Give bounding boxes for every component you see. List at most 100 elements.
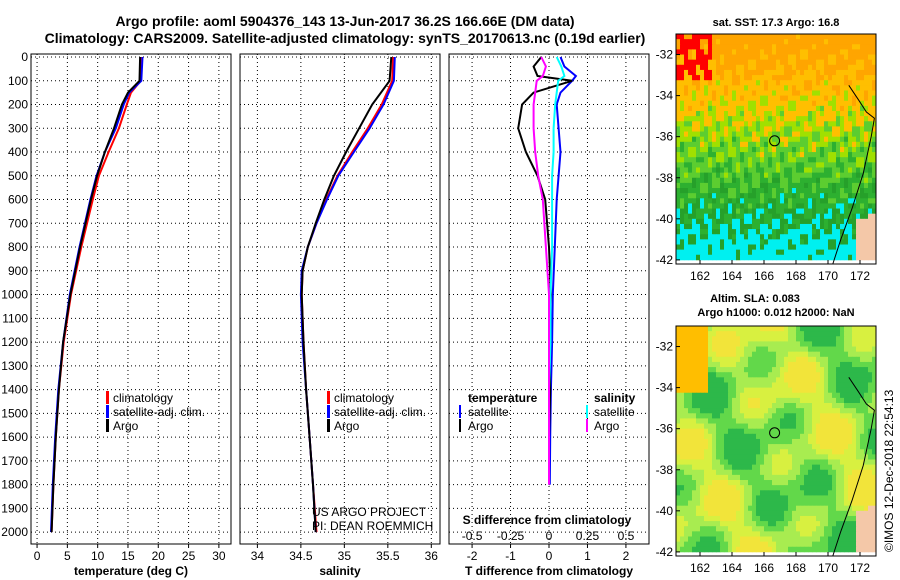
map-cell: [680, 111, 685, 117]
map-cell: [756, 218, 761, 225]
map-cell: [872, 356, 877, 363]
map-cell: [764, 505, 769, 512]
map-cell: [856, 361, 861, 368]
map-cell: [696, 136, 701, 143]
map-cell: [752, 126, 757, 132]
map-cell: [788, 75, 793, 81]
map-cell: [784, 162, 789, 168]
map-cell: [772, 90, 777, 96]
map-cell: [868, 188, 873, 194]
map-cell: [780, 152, 785, 158]
map-cell: [752, 34, 757, 40]
map-cell: [784, 413, 789, 419]
map-cell: [856, 44, 861, 50]
map-cell: [784, 234, 789, 240]
map-cell: [832, 469, 837, 476]
map-cell: [696, 526, 701, 532]
map-cell: [736, 172, 741, 179]
map-cell: [704, 172, 709, 179]
map-cell: [844, 356, 849, 363]
map-cell: [732, 418, 737, 424]
map-cell: [728, 326, 733, 332]
map-cell: [856, 116, 861, 122]
map-y-tick-label: -42: [656, 253, 674, 267]
map-cell: [756, 469, 761, 476]
map-cell: [736, 146, 741, 153]
map-cell: [800, 459, 805, 466]
map-cell: [780, 105, 785, 112]
map-cell: [760, 464, 765, 471]
map-cell: [728, 336, 733, 342]
map-cell: [860, 495, 865, 501]
map-cell: [780, 249, 785, 256]
map-cell: [828, 469, 833, 476]
temperature-panel: 0100200300400500600700800900100011001200…: [1, 50, 232, 578]
map-cell: [684, 449, 689, 455]
map-cell: [804, 546, 809, 553]
map-cell: [868, 152, 873, 158]
map-cell: [756, 213, 761, 220]
map-cell: [804, 454, 809, 460]
map-cell: [696, 100, 701, 107]
map-cell: [700, 54, 705, 61]
map-cell: [680, 464, 685, 471]
map-cell: [836, 44, 841, 50]
map-cell: [696, 69, 701, 76]
map-cell: [776, 490, 781, 496]
map-cell: [692, 469, 697, 476]
map-cell: [692, 121, 697, 127]
map-cell: [816, 95, 821, 102]
map-cell: [724, 121, 729, 127]
map-cell: [748, 505, 753, 512]
map-cell: [680, 377, 685, 383]
map-cell: [792, 249, 797, 256]
map-cell: [704, 80, 709, 86]
sla-map: Altim. SLA: 0.083 Argo h1000: 0.012 h200…: [656, 293, 877, 575]
map-cell: [828, 90, 833, 96]
map-cell: [692, 218, 697, 225]
map-cell: [684, 223, 689, 230]
map-cell: [752, 239, 757, 245]
map-cell: [812, 85, 817, 91]
map-cell: [756, 95, 761, 102]
map-cell: [848, 116, 853, 122]
map-cell: [712, 444, 717, 450]
map-cell: [804, 213, 809, 220]
map-cell: [780, 444, 785, 450]
map-cell: [736, 167, 741, 174]
map-cell: [788, 336, 793, 342]
map-cell: [804, 188, 809, 194]
map-cell: [696, 167, 701, 174]
map-cell: [800, 229, 805, 235]
map-cell: [724, 182, 729, 189]
map-cell: [860, 234, 865, 240]
map-cell: [684, 121, 689, 127]
map-cell: [824, 54, 829, 61]
map-cell: [736, 244, 741, 251]
map-cell: [792, 397, 797, 404]
map-cell: [812, 331, 817, 337]
map-cell: [844, 188, 849, 194]
map-cell: [852, 39, 857, 45]
map-cell: [868, 433, 873, 440]
map-cell: [776, 356, 781, 363]
map-cell: [792, 367, 797, 373]
map-cell: [680, 526, 685, 532]
map-cell: [832, 218, 837, 225]
map-cell: [716, 198, 721, 204]
map-cell: [860, 116, 865, 122]
map-cell: [848, 382, 853, 388]
map-cell: [676, 162, 681, 168]
map-cell: [868, 244, 873, 251]
map-cell: [860, 387, 865, 394]
map-cell: [688, 39, 693, 45]
map-cell: [744, 146, 749, 153]
map-cell: [684, 454, 689, 460]
map-cell: [852, 152, 857, 158]
map-cell: [840, 485, 845, 491]
map-cell: [692, 249, 697, 256]
map-cell: [728, 444, 733, 450]
map-cell: [784, 141, 789, 148]
map-cell: [864, 182, 869, 189]
map-cell: [828, 131, 833, 138]
